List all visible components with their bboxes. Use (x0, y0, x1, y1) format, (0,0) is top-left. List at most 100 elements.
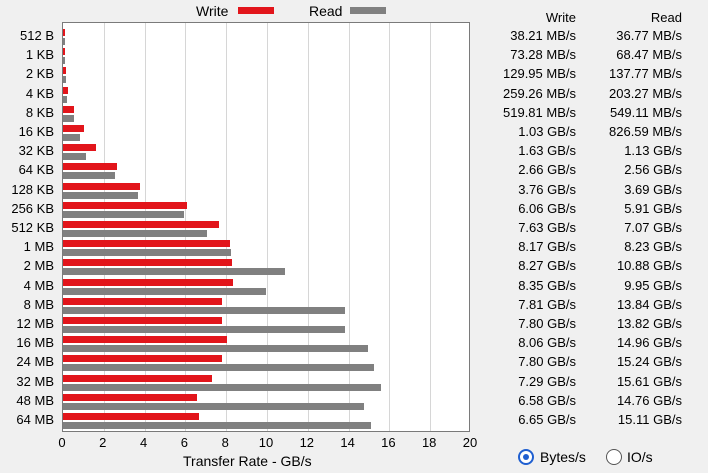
read-value: 7.07 GB/s (624, 220, 682, 235)
read-value: 9.95 GB/s (624, 277, 682, 293)
y-category-label: 1 KB (25, 47, 54, 63)
write-bar (63, 336, 228, 344)
read-value: 15.24 GB/s (616, 354, 682, 370)
y-category-label: 24 MB (16, 354, 54, 370)
x-tick-label: 20 (462, 435, 478, 450)
y-category-label: 16 KB (18, 124, 54, 139)
write-value: 129.95 MB/s (503, 66, 576, 82)
read-value: 10.88 GB/s (616, 258, 682, 274)
read-bar (63, 422, 372, 429)
write-bar (63, 86, 69, 94)
x-tick-label: 6 (180, 435, 189, 450)
write-value: 1.03 GB/s (518, 124, 576, 139)
read-bar (63, 57, 65, 65)
read-bar (63, 402, 365, 410)
read-value: 13.84 GB/s (616, 296, 682, 312)
io-per-second-label[interactable]: IO/s (627, 449, 653, 465)
x-tick-label: 14 (340, 435, 355, 450)
gridline (348, 23, 350, 431)
x-tick-label: 12 (299, 435, 315, 450)
read-bar (63, 172, 116, 180)
write-bar (63, 221, 219, 228)
x-tick-label: 2 (99, 435, 107, 450)
y-category-label: 512 KB (11, 220, 54, 235)
write-bar (63, 105, 74, 113)
read-value: 1.13 GB/s (624, 143, 682, 159)
legend-read-swatch (350, 7, 386, 14)
read-bar (63, 249, 231, 257)
io-per-second-radio[interactable] (606, 449, 622, 465)
read-bar (63, 153, 87, 161)
read-bar (63, 345, 369, 353)
legend-write-swatch (238, 7, 274, 14)
y-category-label: 256 KB (11, 200, 54, 216)
y-category-label: 2 KB (25, 66, 54, 82)
write-value: 38.21 MB/s (510, 28, 576, 43)
write-value: 7.80 GB/s (518, 316, 576, 331)
x-tick-label: 4 (139, 435, 148, 450)
gridline (267, 23, 268, 431)
y-category-label: 64 MB (16, 412, 54, 427)
y-category-label: 48 MB (16, 392, 54, 408)
read-bar (63, 210, 184, 218)
write-value: 2.66 GB/s (518, 162, 576, 178)
y-category-label: 512 B (20, 28, 54, 43)
write-value: 8.35 GB/s (518, 277, 576, 293)
read-bar (63, 383, 382, 391)
y-category-label: 1 MB (23, 239, 54, 255)
write-value: 6.65 GB/s (518, 412, 576, 427)
write-value: 7.29 GB/s (518, 373, 576, 389)
read-column-header: Read (650, 10, 682, 25)
y-category-label: 128 KB (11, 181, 54, 197)
read-bar (63, 268, 285, 276)
read-value: 14.76 GB/s (616, 392, 682, 408)
read-value: 826.59 MB/s (609, 124, 682, 139)
read-bar (63, 191, 139, 199)
gridline (430, 23, 432, 431)
y-category-label: 8 MB (23, 296, 54, 312)
chart-plot-area (62, 22, 470, 432)
write-value: 259.26 MB/s (503, 85, 576, 101)
write-bar (63, 67, 66, 75)
write-value: 3.76 GB/s (518, 181, 576, 197)
read-bar (63, 76, 66, 84)
write-bar (63, 125, 84, 132)
read-value: 2.56 GB/s (624, 162, 682, 178)
gridline (307, 23, 309, 431)
read-value: 549.11 MB/s (609, 104, 682, 120)
read-value: 13.82 GB/s (616, 316, 682, 331)
write-bar (63, 163, 118, 171)
read-value: 203.27 MB/s (609, 85, 682, 101)
write-bar (63, 259, 232, 267)
write-value: 1.63 GB/s (518, 143, 576, 159)
bytes-per-second-label[interactable]: Bytes/s (540, 449, 586, 465)
read-value: 137.77 MB/s (609, 66, 682, 82)
write-bar (63, 374, 212, 382)
x-axis-label: Transfer Rate - GB/s (183, 453, 312, 469)
write-value: 7.80 GB/s (518, 354, 576, 370)
gridline (389, 23, 391, 431)
read-bar (63, 114, 75, 122)
y-category-label: 64 KB (18, 162, 54, 178)
y-category-label: 8 KB (25, 104, 54, 120)
read-value: 3.69 GB/s (624, 181, 682, 197)
y-category-label: 32 MB (16, 373, 54, 389)
read-value: 8.23 GB/s (624, 239, 682, 255)
legend-write-label: Write (196, 3, 229, 19)
read-value: 14.96 GB/s (616, 335, 682, 351)
y-category-label: 12 MB (16, 316, 54, 331)
read-bar (63, 230, 208, 237)
write-value: 6.58 GB/s (518, 392, 576, 408)
y-category-label: 32 KB (18, 143, 54, 159)
bytes-per-second-radio[interactable] (518, 449, 534, 465)
y-category-label: 4 KB (25, 85, 54, 101)
write-bar (63, 48, 65, 56)
read-bar (63, 364, 374, 372)
read-bar (63, 95, 68, 103)
x-tick-label: 18 (421, 435, 437, 450)
write-value: 73.28 MB/s (510, 47, 576, 63)
legend-read-label: Read (309, 3, 343, 19)
read-value: 15.11 GB/s (617, 412, 682, 427)
chart-legend: Write Read (0, 0, 708, 22)
read-bar (63, 287, 266, 295)
